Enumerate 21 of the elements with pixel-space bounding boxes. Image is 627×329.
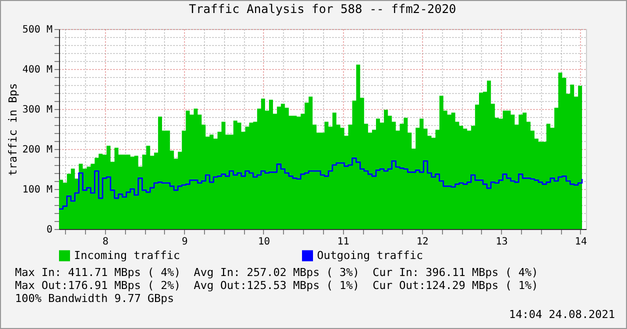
y-tick-label: 200 M	[22, 144, 52, 156]
y-tick-label: 300 M	[22, 104, 52, 116]
chart-title: Traffic Analysis for 588 -- ffm2-2020	[188, 2, 456, 16]
text: Max Out:176.91 MBps ( 2%) Avg Out:125.53 MBps ( 1%) Cur Out:124.29 MBps ( 1%)	[15, 278, 540, 293]
x-tick-label: 13	[496, 236, 508, 248]
x-tick-label: 10	[258, 236, 270, 248]
y-axis-title: traffic in Bps	[6, 83, 20, 176]
legend-label: Incoming traffic	[74, 248, 180, 262]
x-tick-label: 8	[102, 236, 108, 248]
y-tick-label: 500 M	[22, 24, 52, 36]
text: Max In: 411.71 MBps ( 4%) Avg In: 257.02 MBps ( 3%) Cur In: 396.11 MBps ( 4%)	[15, 266, 540, 280]
x-tick-label: 14	[574, 236, 587, 248]
y-tick-label: 0	[46, 224, 52, 236]
text: 100% Bandwidth 9.77 GBps	[15, 292, 175, 306]
text: 14:04 24.08.2021	[508, 308, 615, 322]
x-tick-label: 12	[416, 236, 428, 248]
legend-label: Outgoing traffic	[317, 248, 423, 262]
x-tick-label: 11	[337, 236, 350, 248]
y-tick-label: 400 M	[22, 64, 52, 76]
x-tick-label: 9	[182, 236, 188, 248]
y-tick-label: 100 M	[22, 184, 52, 196]
